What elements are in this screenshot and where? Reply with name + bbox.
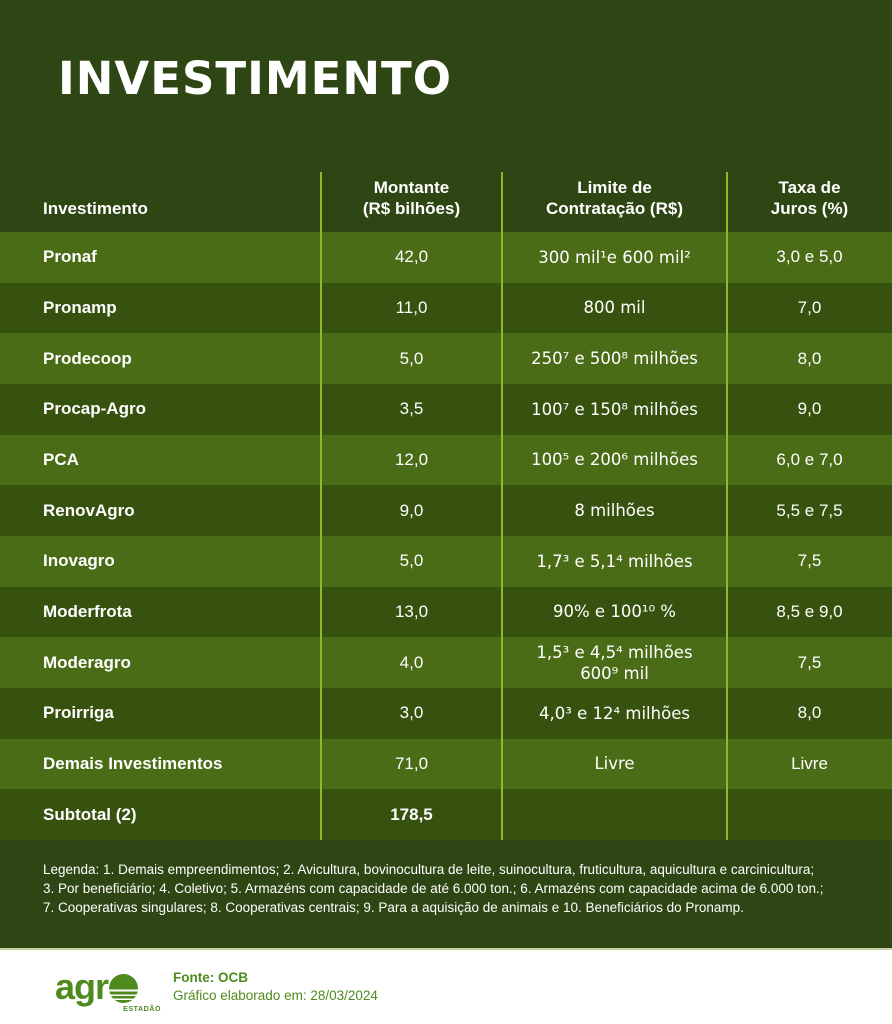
montante-cell: 42,0: [394, 247, 429, 267]
table-row: Proirriga 3,0 4,0³ e 12⁴ milhões 8,0: [0, 687, 892, 739]
limite-cell: 1,5³ e 4,5⁴ milhões 600⁹ mil: [536, 642, 693, 683]
juros-cell: 7,5: [797, 551, 822, 571]
montante-cell: 4,0: [399, 652, 424, 672]
page-title: INVESTIMENTO: [58, 52, 452, 105]
logo-subtext: ESTADÃO: [123, 1006, 161, 1013]
juros-cell: 8,5 e 9,0: [776, 601, 843, 621]
montante-cell: 71,0: [394, 753, 429, 773]
juros-cell: 7,5: [797, 652, 822, 672]
montante-cell: 5,0: [399, 348, 424, 368]
column-divider: [320, 172, 322, 840]
montante-cell: 12,0: [394, 449, 429, 469]
agro-estadao-logo: agr ESTADÃO: [55, 966, 165, 1014]
limite-cell: Livre: [594, 754, 635, 774]
column-divider: [501, 172, 503, 840]
juros-cell: Livre: [791, 753, 828, 773]
table-row: Moderfrota 13,0 90% e 100¹⁰ % 8,5 e 9,0: [0, 586, 892, 638]
header-juros: Taxa de Juros (%): [770, 178, 849, 218]
juros-cell: 7,0: [797, 297, 822, 317]
row-name-cell: Moderagro: [43, 652, 131, 672]
table-row: Pronamp 11,0 800 mil 7,0: [0, 282, 892, 334]
table-row: Prodecoop 5,0 250⁷ e 500⁸ milhões 8,0: [0, 333, 892, 384]
row-name-cell: Procap-Agro: [43, 399, 146, 419]
table-row: Demais Investimentos 71,0 Livre Livre: [0, 738, 892, 790]
montante-cell: 3,0: [399, 703, 424, 723]
header-investimento: Investimento: [43, 199, 148, 218]
limite-cell: 100⁵ e 200⁶ milhões: [531, 450, 698, 470]
column-divider: [726, 172, 728, 840]
table-header-row: Investimento Montante (R$ bilhões) Limit…: [0, 165, 892, 232]
elaborated-date: Gráfico elaborado em: 28/03/2024: [173, 988, 378, 1003]
limite-cell: 800 mil: [583, 298, 646, 318]
table-row: PCA 12,0 100⁵ e 200⁶ milhões 6,0 e 7,0: [0, 434, 892, 486]
row-name-cell: Pronaf: [43, 247, 97, 267]
table-row: Moderagro 4,0 1,5³ e 4,5⁴ milhões 600⁹ m…: [0, 637, 892, 688]
row-name-cell: RenovAgro: [43, 500, 135, 520]
limite-cell: 4,0³ e 12⁴ milhões: [539, 703, 690, 723]
table-body: Pronaf 42,0 300 mil¹e 600 mil² 3,0 e 5,0…: [0, 232, 892, 840]
juros-cell: 8,0: [797, 703, 822, 723]
header-montante: Montante (R$ bilhões): [362, 178, 461, 218]
juros-cell: 3,0 e 5,0: [776, 247, 843, 267]
row-name-cell: Moderfrota: [43, 601, 132, 621]
juros-cell: 8,0: [797, 348, 822, 368]
header-limite: Limite de Contratação (R$): [546, 178, 683, 218]
logo-letters: agr: [55, 966, 109, 1007]
juros-cell: 6,0 e 7,0: [776, 449, 843, 469]
limite-cell: 250⁷ e 500⁸ milhões: [531, 349, 698, 369]
row-name-cell: Pronamp: [43, 297, 117, 317]
logo-wordmark: agr: [55, 966, 165, 1007]
source-label: Fonte: OCB: [173, 970, 248, 985]
montante-cell: 9,0: [399, 500, 424, 520]
row-name-cell: Proirriga: [43, 703, 114, 723]
limite-cell: 8 milhões: [574, 501, 655, 521]
limite-cell: 1,7³ e 5,1⁴ milhões: [536, 551, 693, 571]
limite-cell: 300 mil¹e 600 mil²: [538, 247, 691, 267]
subtotal-row: Subtotal (2) 178,5: [0, 789, 892, 840]
table-row: RenovAgro 9,0 8 milhões 5,5 e 7,5: [0, 485, 892, 536]
juros-cell: [727, 789, 892, 840]
table-row: Pronaf 42,0 300 mil¹e 600 mil² 3,0 e 5,0: [0, 232, 892, 283]
juros-cell: 9,0: [797, 399, 822, 419]
row-name-cell: PCA: [43, 449, 79, 469]
row-name-cell: Demais Investimentos: [43, 753, 223, 773]
footer: agr ESTADÃO Fonte: OCB Gráfico elaborado…: [0, 948, 892, 1024]
table-row: Inovagro 5,0 1,7³ e 5,1⁴ milhões 7,5: [0, 535, 892, 587]
row-name-cell: Inovagro: [43, 551, 115, 571]
montante-cell: 5,0: [399, 551, 424, 571]
montante-cell: 11,0: [395, 297, 428, 317]
montante-cell: 178,5: [390, 804, 433, 824]
limite-cell: 90% e 100¹⁰ %: [553, 602, 676, 622]
row-name-cell: Prodecoop: [43, 348, 132, 368]
sun-horizon-icon: [109, 974, 139, 1003]
juros-cell: 5,5 e 7,5: [776, 500, 843, 520]
montante-cell: 3,5: [399, 399, 424, 419]
row-name-cell: Subtotal (2): [43, 804, 137, 824]
limite-cell: [502, 789, 727, 840]
legend-text: Legenda: 1. Demais empreendimentos; 2. A…: [43, 862, 824, 915]
limite-cell: 100⁷ e 150⁸ milhões: [531, 399, 698, 419]
source-block: Fonte: OCB Gráfico elaborado em: 28/03/2…: [173, 969, 378, 1005]
table-row: Procap-Agro 3,5 100⁷ e 150⁸ milhões 9,0: [0, 383, 892, 435]
montante-cell: 13,0: [394, 601, 429, 621]
